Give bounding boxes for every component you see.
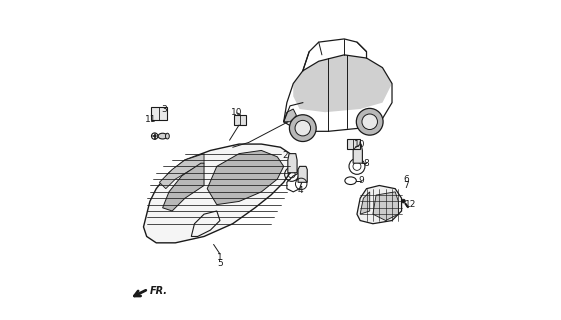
Text: 6: 6 xyxy=(403,175,409,184)
Polygon shape xyxy=(373,192,398,220)
Polygon shape xyxy=(207,150,284,204)
Circle shape xyxy=(295,120,311,136)
FancyBboxPatch shape xyxy=(234,115,246,125)
Text: 1: 1 xyxy=(217,253,223,262)
Polygon shape xyxy=(293,55,392,112)
Ellipse shape xyxy=(165,133,169,139)
Text: 5: 5 xyxy=(217,259,223,268)
Polygon shape xyxy=(284,109,296,122)
Polygon shape xyxy=(144,144,293,243)
Text: 11: 11 xyxy=(145,115,157,124)
Circle shape xyxy=(356,108,383,135)
Polygon shape xyxy=(353,144,362,163)
FancyBboxPatch shape xyxy=(151,107,167,120)
Polygon shape xyxy=(288,154,297,173)
Circle shape xyxy=(289,115,316,141)
Text: 7: 7 xyxy=(403,181,409,190)
Polygon shape xyxy=(357,186,402,224)
Polygon shape xyxy=(163,163,204,211)
Text: 10: 10 xyxy=(231,108,242,117)
Polygon shape xyxy=(159,154,204,189)
Text: 3: 3 xyxy=(162,105,167,114)
Text: 2: 2 xyxy=(283,151,288,160)
Text: 12: 12 xyxy=(406,200,417,209)
Text: 9: 9 xyxy=(359,176,365,185)
Polygon shape xyxy=(360,192,370,214)
FancyBboxPatch shape xyxy=(347,139,360,149)
Text: FR.: FR. xyxy=(150,286,168,296)
Circle shape xyxy=(362,114,378,130)
Polygon shape xyxy=(298,166,307,182)
Circle shape xyxy=(402,199,406,203)
Text: 8: 8 xyxy=(364,159,369,168)
Text: 4: 4 xyxy=(297,186,303,195)
Ellipse shape xyxy=(158,133,167,139)
Text: 10: 10 xyxy=(354,140,365,148)
